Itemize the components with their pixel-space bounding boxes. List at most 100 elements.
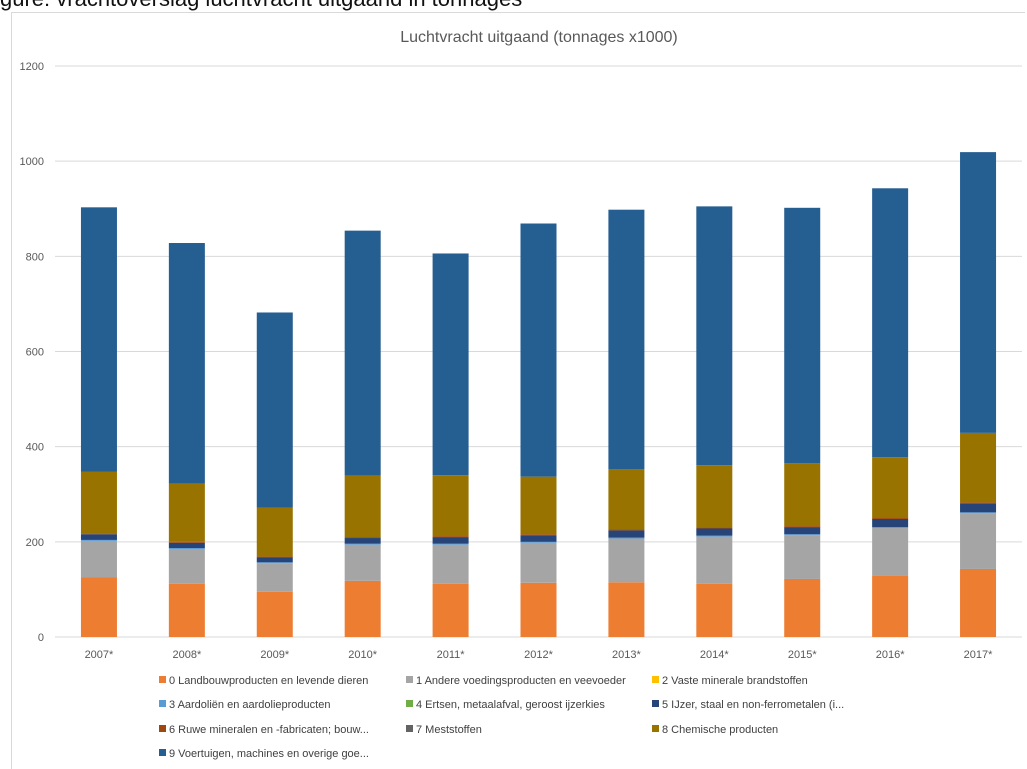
- legend-label: 2 Vaste minerale brandstoffen: [662, 675, 808, 687]
- legend-label: 4 Ertsen, metaalafval, geroost ijzerkies: [416, 699, 605, 711]
- bar-segment: [344, 537, 381, 539]
- legend-label: 5 IJzer, staal en non-ferrometalen (i...: [662, 699, 844, 711]
- bar-segment: [608, 209, 645, 470]
- x-tick-label: 2007*: [85, 649, 114, 661]
- legend-item: 6 Ruwe mineralen en -fabricaten; bouw...: [159, 724, 369, 736]
- legend-swatch: [159, 749, 166, 756]
- legend-item: 1 Andere voedingsproducten en veevoeder: [406, 675, 626, 687]
- legend-label: 1 Andere voedingsproducten en veevoeder: [416, 675, 626, 687]
- bar-segment: [344, 544, 381, 581]
- legend-swatch: [652, 676, 659, 683]
- bar-segment: [872, 575, 909, 637]
- bar-segment: [432, 536, 469, 538]
- y-tick-label: 200: [26, 537, 44, 549]
- bar-segment: [344, 475, 381, 538]
- bar-segment: [696, 465, 733, 528]
- x-tick-label: 2014*: [700, 649, 729, 661]
- bar-segment: [784, 527, 821, 535]
- bar-segment: [432, 253, 469, 476]
- legend-label: 9 Voertuigen, machines en overige goe...: [169, 748, 369, 760]
- legend-swatch: [159, 676, 166, 683]
- bar-segment: [520, 476, 557, 535]
- bar-segment: [696, 528, 733, 536]
- bar-segment: [960, 152, 997, 433]
- bar-segment: [432, 543, 469, 545]
- bar-segment: [784, 526, 821, 528]
- legend-item: 4 Ertsen, metaalafval, geroost ijzerkies: [406, 699, 605, 711]
- bar-segment: [80, 534, 117, 540]
- bar-segment: [520, 542, 557, 583]
- bar-segment: [344, 543, 381, 545]
- bar-segment: [344, 230, 381, 476]
- bar-segment: [784, 207, 821, 464]
- bar-segment: [80, 577, 117, 637]
- legend-swatch: [652, 700, 659, 707]
- bar-segment: [960, 512, 997, 514]
- legend-swatch: [406, 676, 413, 683]
- bar-segment: [608, 582, 645, 637]
- x-tick-label: 2017*: [964, 649, 993, 661]
- bars: [80, 152, 997, 637]
- bar-segment: [784, 463, 821, 527]
- bar-segment: [256, 507, 293, 557]
- legend-label: 6 Ruwe mineralen en -fabricaten; bouw...: [169, 724, 369, 736]
- bar-segment: [432, 544, 469, 584]
- legend-label: 3 Aardoliën en aardolieproducten: [169, 699, 330, 711]
- legend-item: 5 IJzer, staal en non-ferrometalen (i...: [652, 699, 844, 711]
- axes: 0 200 400 600 800 1000 1200 2007* 2008* 2009* 2010…: [20, 61, 994, 661]
- bar-segment: [168, 541, 205, 543]
- bar-segment: [520, 541, 557, 543]
- y-tick-label: 800: [26, 251, 44, 263]
- legend-swatch: [406, 725, 413, 732]
- bar-segment: [696, 536, 733, 584]
- bar-segment: [256, 557, 293, 563]
- chart-title: Luchtvracht uitgaand (tonnages x1000): [400, 29, 678, 46]
- bar-segment: [432, 537, 469, 544]
- bar-segment: [872, 518, 909, 519]
- legend-item: 7 Meststoffen: [406, 724, 482, 736]
- legend-item: 8 Chemische producten: [652, 724, 778, 736]
- y-tick-label: 1000: [20, 156, 44, 168]
- bar-segment: [784, 535, 821, 579]
- legend-item: 9 Voertuigen, machines en overige goe...: [159, 748, 369, 760]
- bar-segment: [256, 312, 293, 508]
- bar-segment: [608, 538, 645, 583]
- x-tick-label: 2013*: [612, 649, 641, 661]
- bar-segment: [520, 535, 557, 542]
- bar-segment: [872, 188, 909, 458]
- x-tick-label: 2015*: [788, 649, 817, 661]
- x-tick-label: 2008*: [172, 649, 201, 661]
- bar-segment: [344, 580, 381, 637]
- bar-segment: [520, 223, 557, 477]
- bar-segment: [696, 583, 733, 637]
- legend-label: 0 Landbouwproducten en levende dieren: [169, 675, 368, 687]
- bar-segment: [80, 207, 117, 472]
- bar-segment: [80, 533, 117, 535]
- bar-segment: [872, 518, 909, 528]
- bar-segment: [784, 578, 821, 637]
- bar-segment: [256, 562, 293, 564]
- page-header-text: gure: vrachtoverslag luchtvracht uitgaan…: [0, 0, 522, 12]
- x-tick-label: 2009*: [260, 649, 289, 661]
- y-tick-label: 0: [38, 632, 44, 644]
- bar-segment: [696, 206, 733, 466]
- legend-label: 8 Chemische producten: [662, 724, 778, 736]
- chart-frame: [11, 12, 1025, 769]
- bar-segment: [784, 534, 821, 536]
- bar-segment: [520, 534, 557, 536]
- bar-segment: [168, 548, 205, 584]
- bar-segment: [256, 563, 293, 592]
- bar-segment: [80, 471, 117, 534]
- bar-segment: [696, 527, 733, 529]
- bar-segment: [168, 583, 205, 637]
- bar-segment: [872, 457, 909, 519]
- x-tick-label: 2011*: [437, 649, 466, 661]
- bar-segment: [608, 469, 645, 530]
- legend-item: 2 Vaste minerale brandstoffen: [652, 675, 808, 687]
- legend-item: 3 Aardoliën en aardolieproducten: [159, 699, 330, 711]
- bar-segment: [432, 583, 469, 637]
- legend-swatch: [159, 725, 166, 732]
- bar-segment: [608, 529, 645, 531]
- legend-label: 7 Meststoffen: [416, 724, 482, 736]
